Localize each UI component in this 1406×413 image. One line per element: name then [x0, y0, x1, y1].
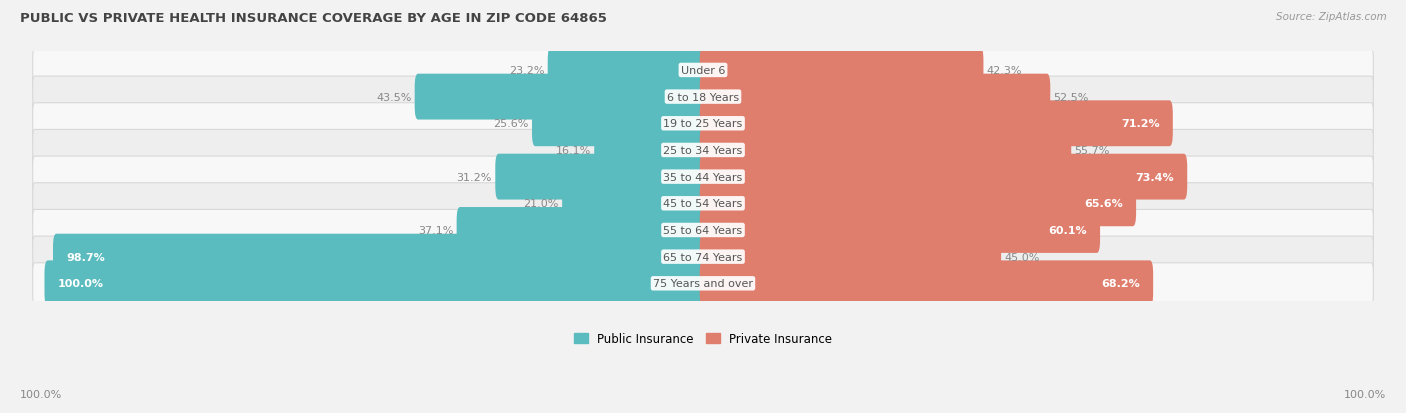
Legend: Public Insurance, Private Insurance: Public Insurance, Private Insurance [569, 328, 837, 350]
FancyBboxPatch shape [700, 207, 1099, 253]
Text: 45.0%: 45.0% [1004, 252, 1040, 262]
FancyBboxPatch shape [700, 261, 1153, 306]
FancyBboxPatch shape [700, 154, 1187, 200]
FancyBboxPatch shape [531, 101, 706, 147]
Text: 37.1%: 37.1% [418, 225, 453, 235]
Text: 52.5%: 52.5% [1053, 93, 1088, 102]
Text: 98.7%: 98.7% [66, 252, 105, 262]
Text: 100.0%: 100.0% [58, 279, 104, 289]
Text: 25.6%: 25.6% [494, 119, 529, 129]
FancyBboxPatch shape [700, 74, 1050, 120]
Text: 19 to 25 Years: 19 to 25 Years [664, 119, 742, 129]
Text: 6 to 18 Years: 6 to 18 Years [666, 93, 740, 102]
Text: 55.7%: 55.7% [1074, 146, 1109, 156]
Text: Source: ZipAtlas.com: Source: ZipAtlas.com [1275, 12, 1386, 22]
FancyBboxPatch shape [548, 48, 706, 94]
Text: 43.5%: 43.5% [375, 93, 412, 102]
FancyBboxPatch shape [32, 157, 1374, 198]
FancyBboxPatch shape [415, 74, 706, 120]
FancyBboxPatch shape [700, 48, 983, 94]
Text: 73.4%: 73.4% [1136, 172, 1174, 182]
Text: 42.3%: 42.3% [987, 66, 1022, 76]
Text: 55 to 64 Years: 55 to 64 Years [664, 225, 742, 235]
FancyBboxPatch shape [700, 101, 1173, 147]
FancyBboxPatch shape [562, 181, 706, 227]
FancyBboxPatch shape [32, 77, 1374, 118]
FancyBboxPatch shape [495, 154, 706, 200]
Text: 31.2%: 31.2% [457, 172, 492, 182]
Text: 16.1%: 16.1% [555, 146, 591, 156]
FancyBboxPatch shape [457, 207, 706, 253]
Text: 100.0%: 100.0% [1344, 389, 1386, 399]
FancyBboxPatch shape [700, 128, 1071, 173]
Text: 25 to 34 Years: 25 to 34 Years [664, 146, 742, 156]
FancyBboxPatch shape [45, 261, 706, 306]
FancyBboxPatch shape [700, 181, 1136, 227]
Text: 71.2%: 71.2% [1121, 119, 1160, 129]
FancyBboxPatch shape [32, 183, 1374, 224]
Text: 65.6%: 65.6% [1084, 199, 1123, 209]
Text: 23.2%: 23.2% [509, 66, 544, 76]
FancyBboxPatch shape [32, 263, 1374, 304]
Text: 75 Years and over: 75 Years and over [652, 279, 754, 289]
FancyBboxPatch shape [32, 237, 1374, 278]
FancyBboxPatch shape [700, 234, 1001, 280]
Text: 21.0%: 21.0% [523, 199, 558, 209]
FancyBboxPatch shape [32, 104, 1374, 145]
Text: Under 6: Under 6 [681, 66, 725, 76]
Text: 45 to 54 Years: 45 to 54 Years [664, 199, 742, 209]
Text: PUBLIC VS PRIVATE HEALTH INSURANCE COVERAGE BY AGE IN ZIP CODE 64865: PUBLIC VS PRIVATE HEALTH INSURANCE COVER… [20, 12, 606, 25]
Text: 68.2%: 68.2% [1101, 279, 1140, 289]
Text: 60.1%: 60.1% [1049, 225, 1087, 235]
FancyBboxPatch shape [595, 128, 706, 173]
FancyBboxPatch shape [32, 210, 1374, 251]
Text: 35 to 44 Years: 35 to 44 Years [664, 172, 742, 182]
FancyBboxPatch shape [32, 50, 1374, 91]
FancyBboxPatch shape [53, 234, 706, 280]
Text: 100.0%: 100.0% [20, 389, 62, 399]
FancyBboxPatch shape [32, 130, 1374, 171]
Text: 65 to 74 Years: 65 to 74 Years [664, 252, 742, 262]
